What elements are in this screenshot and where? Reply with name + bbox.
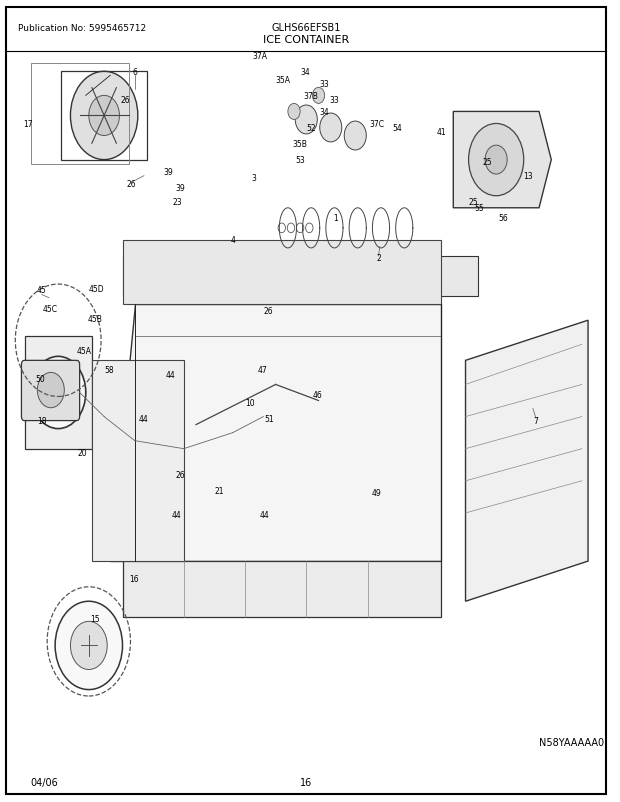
Text: 49: 49 (372, 488, 381, 498)
Circle shape (89, 96, 120, 136)
Text: 44: 44 (139, 414, 149, 423)
Text: 13: 13 (523, 172, 533, 181)
Circle shape (30, 357, 86, 429)
Text: 3: 3 (252, 173, 257, 183)
Text: 44: 44 (260, 510, 270, 520)
Text: 18: 18 (37, 416, 46, 426)
Text: 47: 47 (257, 366, 267, 375)
Text: 41: 41 (436, 128, 446, 137)
Text: 34: 34 (320, 107, 329, 117)
Text: 26: 26 (127, 180, 136, 189)
Bar (30, 64, 128, 164)
Polygon shape (453, 112, 551, 209)
Bar (46, 381, 57, 389)
Circle shape (320, 114, 342, 143)
Text: 39: 39 (176, 184, 185, 193)
Text: 39: 39 (164, 168, 174, 177)
Polygon shape (123, 561, 441, 618)
Text: 7: 7 (534, 416, 538, 426)
Text: 26: 26 (176, 470, 185, 480)
Text: 04/06: 04/06 (30, 777, 58, 787)
Text: 25: 25 (468, 197, 477, 207)
Text: 21: 21 (215, 486, 224, 496)
Text: 1: 1 (334, 213, 338, 223)
Text: 35B: 35B (293, 140, 308, 149)
Text: 50: 50 (35, 374, 45, 383)
Circle shape (55, 602, 123, 690)
Bar (46, 393, 52, 401)
Text: GLHS66EFSB1: GLHS66EFSB1 (272, 23, 341, 33)
Text: 33: 33 (320, 79, 329, 89)
Text: 16: 16 (300, 777, 312, 787)
Text: 52: 52 (306, 124, 316, 133)
Circle shape (469, 124, 524, 196)
Text: 15: 15 (90, 614, 100, 624)
Bar (123, 241, 441, 305)
Polygon shape (110, 305, 441, 561)
Polygon shape (123, 257, 478, 297)
Circle shape (312, 88, 325, 104)
Text: 44: 44 (172, 510, 181, 520)
Circle shape (485, 146, 507, 175)
Circle shape (344, 122, 366, 151)
Text: 17: 17 (23, 119, 32, 129)
Polygon shape (92, 361, 184, 561)
Text: 16: 16 (129, 574, 138, 584)
FancyBboxPatch shape (22, 361, 79, 421)
Bar (25, 337, 92, 449)
Text: 37B: 37B (304, 91, 319, 101)
Circle shape (295, 106, 317, 135)
Circle shape (288, 104, 300, 120)
Text: 23: 23 (173, 197, 182, 207)
Circle shape (58, 391, 67, 403)
Text: 35A: 35A (275, 75, 291, 85)
Text: 53: 53 (295, 156, 305, 165)
Circle shape (37, 373, 64, 408)
Text: 46: 46 (312, 390, 322, 399)
Text: 6: 6 (132, 67, 137, 77)
Text: 34: 34 (300, 67, 310, 77)
Text: 56: 56 (498, 213, 508, 223)
Text: 37C: 37C (369, 119, 384, 129)
Circle shape (71, 622, 107, 670)
Polygon shape (466, 321, 588, 602)
Text: 51: 51 (265, 414, 274, 423)
Text: 10: 10 (245, 398, 255, 407)
Bar (61, 72, 147, 160)
Text: 45B: 45B (87, 314, 102, 324)
Text: 25: 25 (483, 157, 492, 167)
Circle shape (71, 72, 138, 160)
Text: 26: 26 (264, 306, 273, 316)
Text: 45C: 45C (43, 304, 58, 314)
Text: Publication No: 5995465712: Publication No: 5995465712 (19, 23, 146, 33)
Text: 55: 55 (474, 204, 484, 213)
Text: 54: 54 (392, 124, 402, 133)
Text: 45D: 45D (89, 284, 105, 294)
Text: 2: 2 (376, 253, 381, 263)
Text: 44: 44 (166, 371, 175, 380)
Text: ICE CONTAINER: ICE CONTAINER (263, 35, 350, 45)
Text: 26: 26 (121, 95, 130, 105)
Text: 45A: 45A (77, 346, 92, 356)
Text: 58: 58 (104, 366, 114, 375)
Text: 37A: 37A (253, 51, 268, 61)
Text: N58YAAAAA0: N58YAAAAA0 (539, 737, 604, 747)
Text: 20: 20 (78, 448, 87, 458)
Text: 33: 33 (329, 95, 339, 105)
Text: 45: 45 (37, 286, 46, 295)
Text: 4: 4 (230, 236, 235, 245)
